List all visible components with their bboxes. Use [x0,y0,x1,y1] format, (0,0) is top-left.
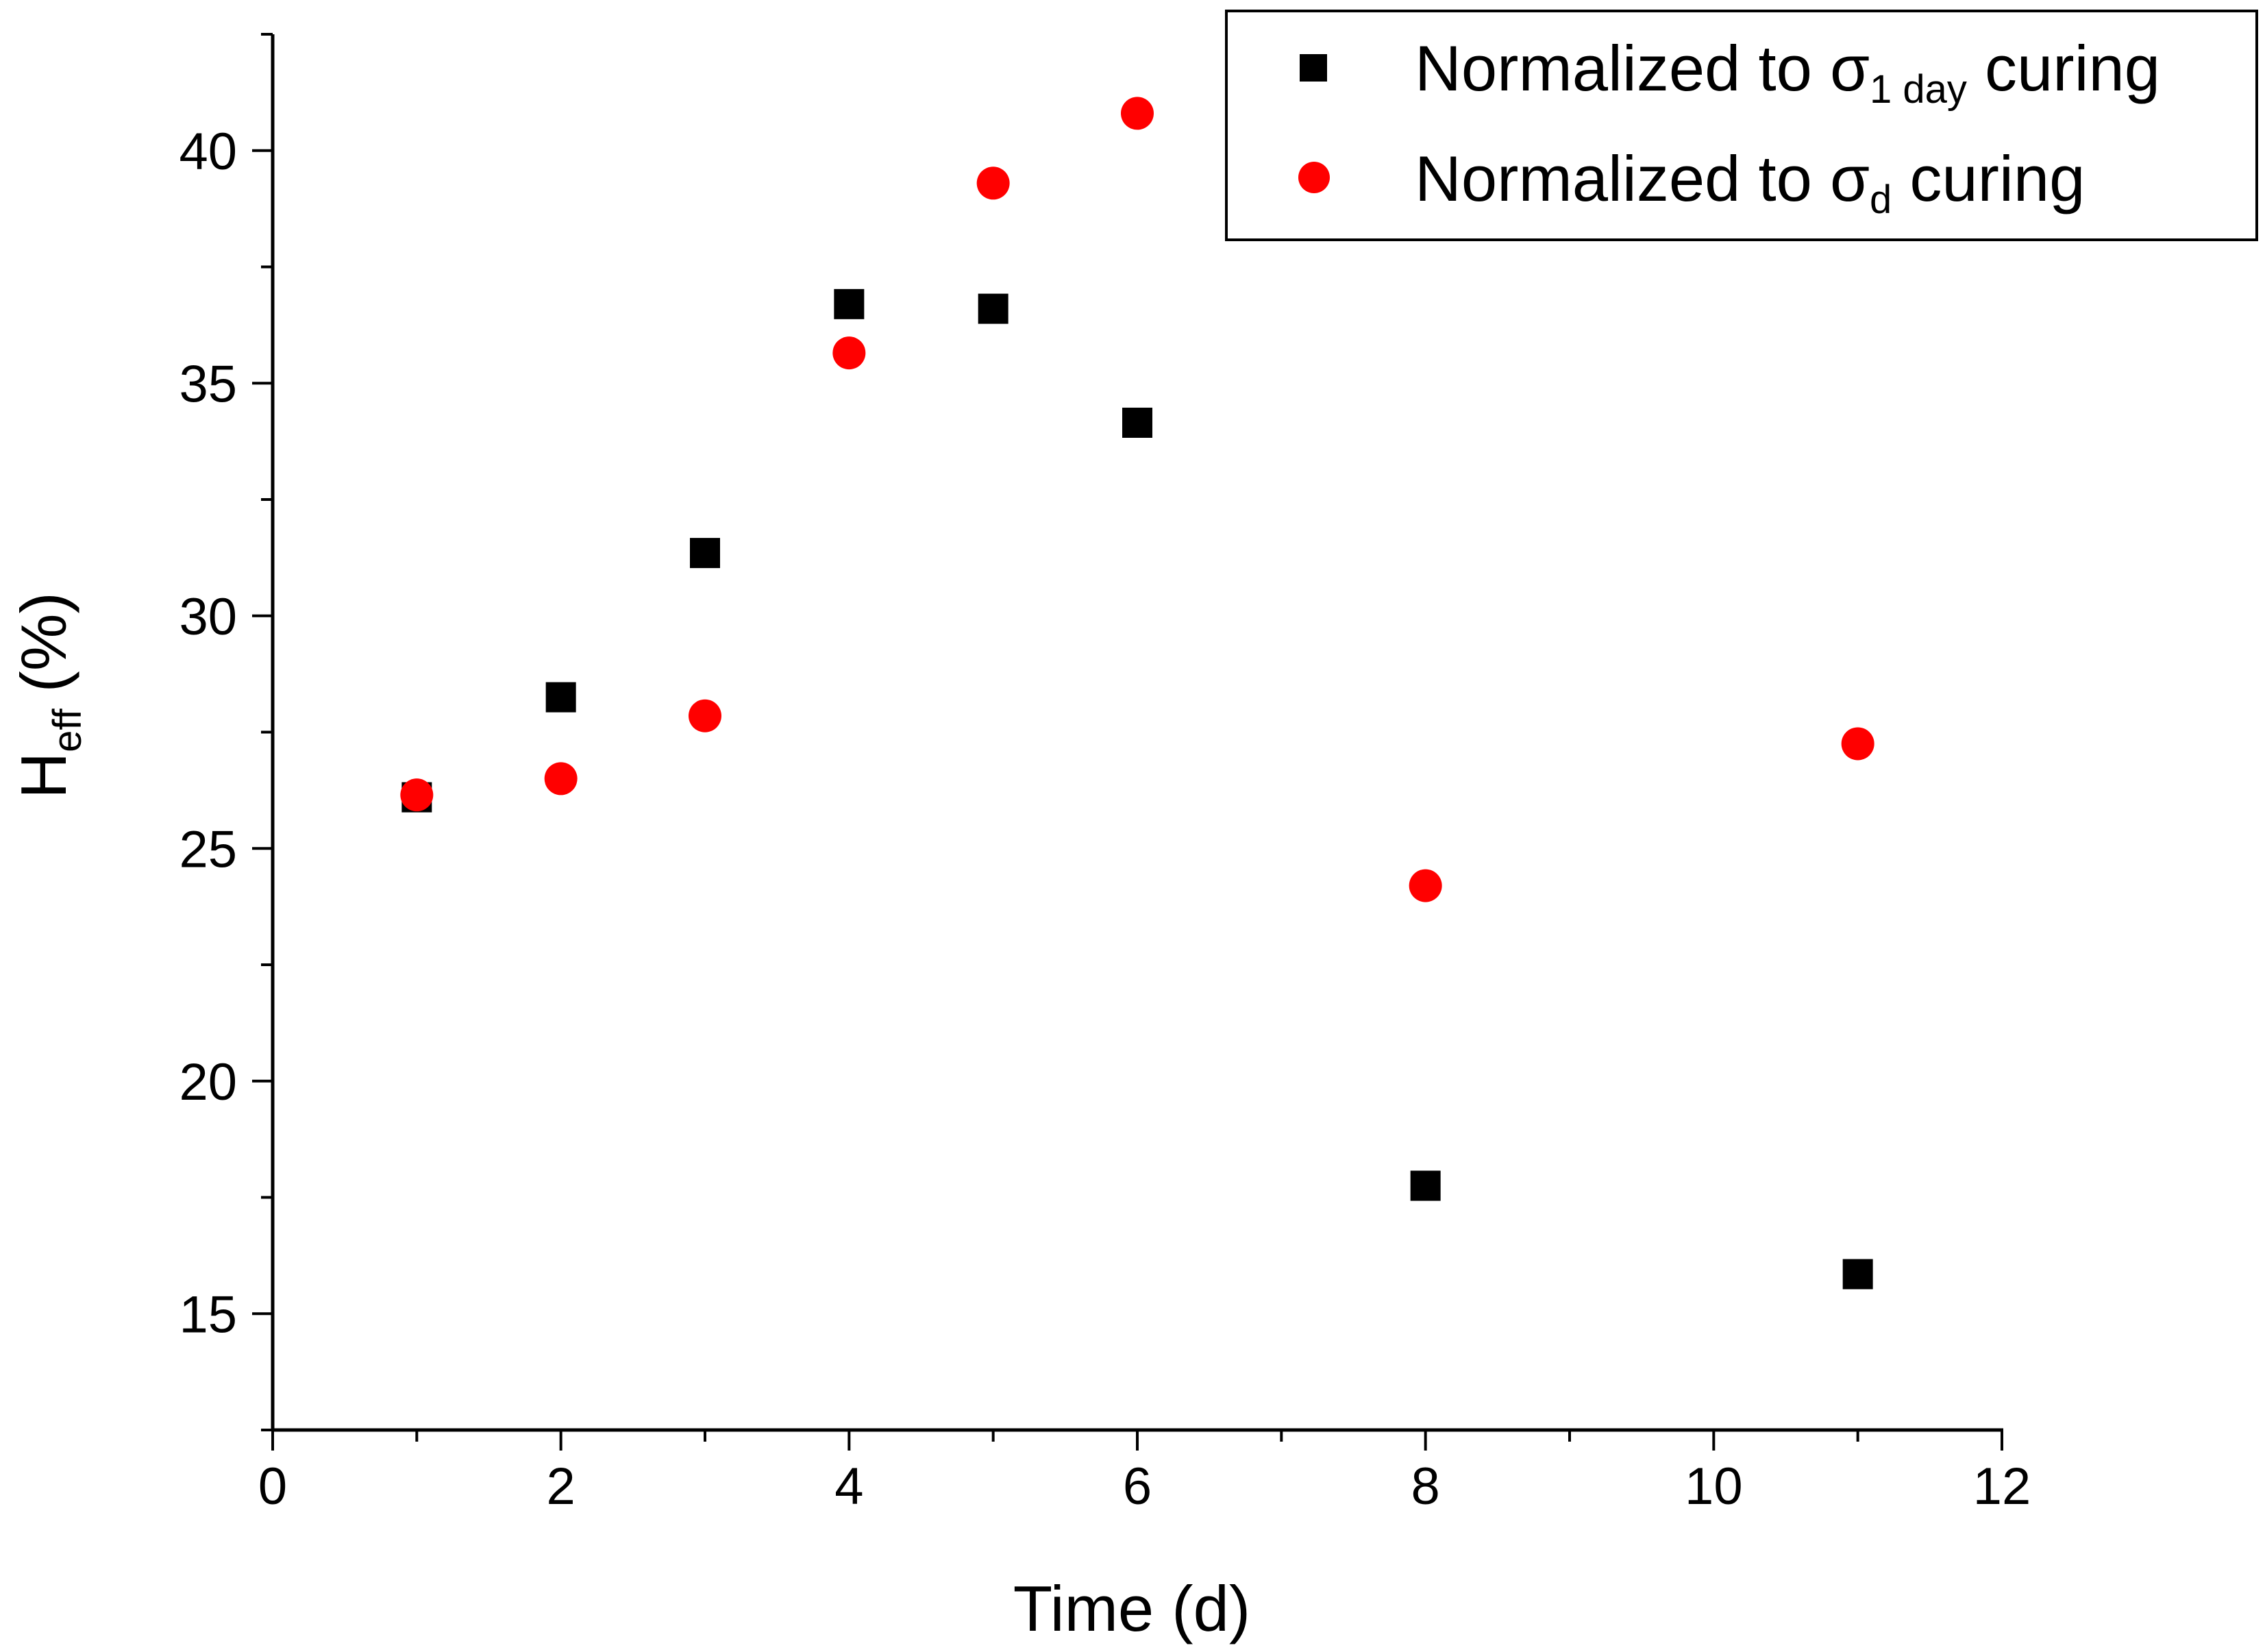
x-axis-ticks: 0 2 4 6 8 10 12 [258,1430,2031,1516]
x-tick-label: 2 [547,1457,575,1516]
y-axis-title-unit: (%) [8,592,79,692]
y-axis-ticks: 15 20 25 30 35 40 [179,33,273,1431]
y-tick-label: 25 [179,820,237,878]
legend-marker-circle [1298,162,1330,193]
data-point-square [1122,407,1152,438]
legend-label-series-2: Normalized to σd curing [1415,143,2085,222]
data-point-circle [1409,869,1442,902]
y-axis-title: Heff (%) [8,592,90,799]
y-tick-label: 20 [179,1053,237,1111]
x-tick-label: 6 [1123,1457,1152,1516]
series-2 [400,97,1874,902]
data-point-circle [832,336,866,370]
data-point-circle [689,699,721,732]
y-tick-label: 35 [179,355,237,413]
y-tick-label: 15 [179,1285,237,1344]
y-axis-title-subscript: eff [45,708,90,752]
x-axis-title: Time (d) [1013,1573,1250,1644]
data-point-square [834,288,865,319]
x-tick-label: 12 [1973,1457,2031,1516]
legend-frame [1225,10,2258,241]
legend-marker-square [1300,54,1327,82]
data-point-circle [544,762,578,796]
data-point-circle [976,167,1010,200]
plot-points [400,97,1874,1290]
legend: Normalized to σ1 day curing Normalized t… [1225,10,2258,241]
data-point-square [1842,1259,1873,1290]
data-point-square [690,538,720,569]
y-tick-label: 40 [179,123,237,181]
data-point-circle [1841,727,1874,761]
y-axis-title-main: H [8,752,79,799]
legend-label-series-1: Normalized to σ1 day curing [1415,32,2160,112]
x-tick-label: 0 [258,1457,287,1516]
y-tick-label: 30 [179,588,237,646]
data-point-square [978,293,1008,324]
x-tick-label: 4 [834,1457,863,1516]
data-point-circle [400,778,434,812]
data-point-circle [1121,97,1154,130]
x-tick-label: 8 [1411,1457,1440,1516]
x-tick-label: 10 [1685,1457,1743,1516]
data-point-square [1410,1170,1441,1201]
data-point-square [545,682,576,713]
